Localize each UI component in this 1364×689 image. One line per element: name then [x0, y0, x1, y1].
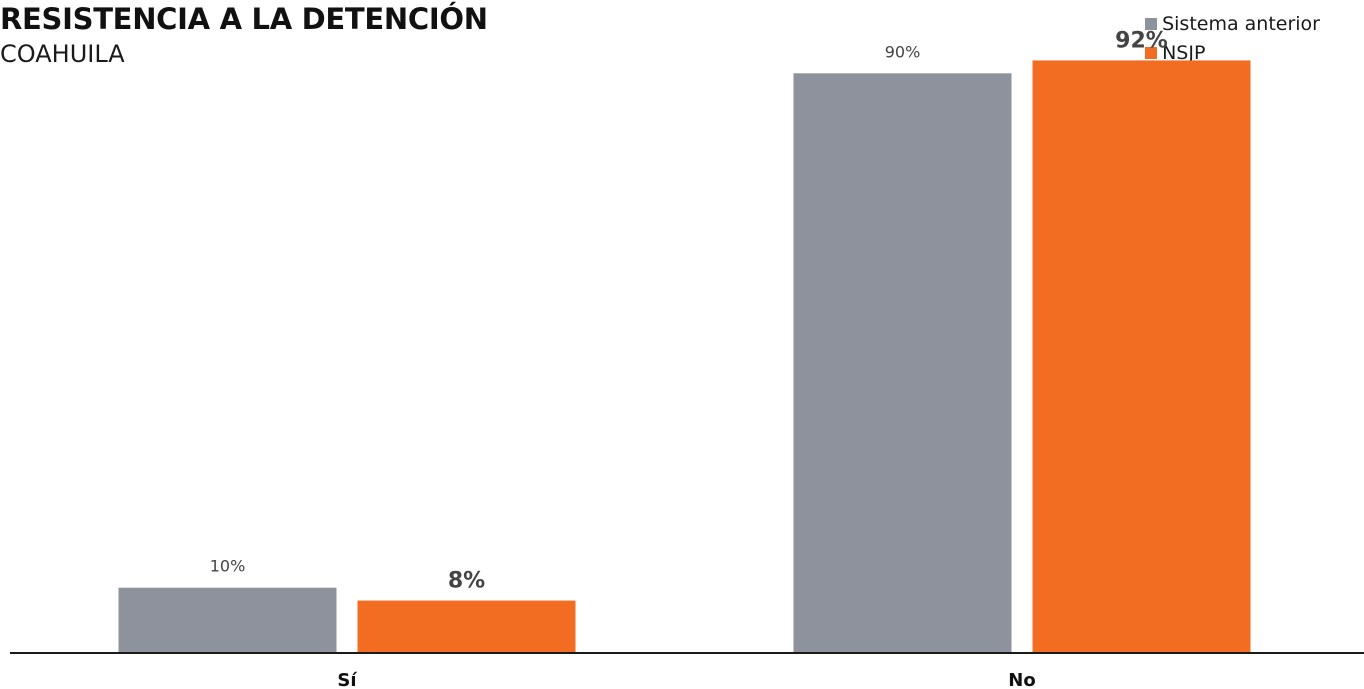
- bar-2-1: [357, 600, 576, 652]
- data-label-1-1: 10%: [210, 557, 246, 576]
- legend-item-series-2[interactable]: NSJP: [1145, 38, 1320, 67]
- category-label-2: No: [1008, 670, 1035, 689]
- legend-label-series-2: NSJP: [1162, 41, 1206, 64]
- chart-title: RESISTENCIA A LA DETENCIÓN: [0, 2, 488, 36]
- bar-1-1: [118, 587, 337, 652]
- bar-2-2: [1032, 60, 1251, 652]
- data-label-2-2: 92%: [1115, 28, 1168, 53]
- legend-item-series-1[interactable]: Sistema anterior: [1145, 9, 1320, 38]
- category-label-1: Sí: [337, 670, 357, 689]
- data-label-1-2: 90%: [885, 42, 921, 61]
- legend-label-series-1: Sistema anterior: [1162, 12, 1320, 35]
- bar-1-2: [793, 73, 1012, 653]
- legend-swatch-series-2: [1145, 46, 1158, 59]
- chart-legend: Sistema anterior NSJP: [1145, 9, 1320, 67]
- legend-swatch-series-1: [1145, 17, 1158, 30]
- data-label-2-1: 8%: [448, 569, 485, 594]
- chart-subtitle: COAHUILA: [0, 40, 125, 68]
